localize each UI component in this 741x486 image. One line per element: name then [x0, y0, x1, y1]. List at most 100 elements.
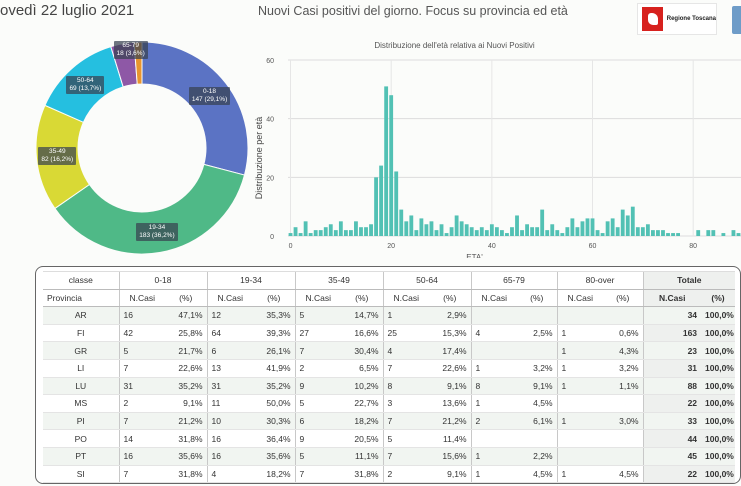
histogram-bar[interactable] — [333, 230, 338, 236]
histogram-bar[interactable] — [711, 230, 716, 236]
percent-cell: 15,3% — [429, 324, 472, 343]
histogram-bar[interactable] — [585, 218, 590, 236]
histogram-bar[interactable] — [635, 227, 640, 236]
histogram-bar[interactable] — [354, 221, 358, 236]
cases-cell: 22 — [642, 394, 702, 413]
histogram-bar[interactable] — [303, 221, 308, 236]
histogram-bar[interactable] — [661, 230, 665, 236]
histogram-bar[interactable] — [540, 209, 545, 236]
histogram-bar[interactable] — [575, 227, 580, 236]
histogram-bar[interactable] — [630, 206, 635, 236]
percent-cell — [603, 306, 644, 325]
histogram-bar[interactable] — [359, 227, 363, 236]
histogram-bar[interactable] — [404, 221, 409, 236]
histogram-bar[interactable] — [600, 233, 605, 236]
histogram-bar[interactable] — [620, 209, 625, 236]
histogram-bar[interactable] — [419, 218, 424, 236]
histogram-bar[interactable] — [489, 224, 494, 236]
histogram-bar[interactable] — [676, 233, 680, 236]
histogram-bar[interactable] — [525, 224, 529, 236]
histogram-bar[interactable] — [535, 227, 540, 236]
percent-cell: 11,1% — [341, 447, 384, 466]
histogram-bar[interactable] — [515, 215, 519, 236]
histogram-bar[interactable] — [459, 221, 464, 236]
histogram-bar[interactable] — [640, 227, 645, 236]
histogram-bar[interactable] — [454, 215, 459, 236]
donut-slice-19-34[interactable] — [54, 163, 246, 255]
histogram-bar[interactable] — [550, 224, 555, 236]
histogram-bar[interactable] — [736, 233, 741, 236]
histogram-bar[interactable] — [439, 224, 444, 236]
percent-cell: 2,9% — [429, 306, 472, 325]
histogram-bar[interactable] — [469, 227, 474, 236]
histogram-bar[interactable] — [464, 224, 469, 236]
histogram-bar[interactable] — [645, 224, 650, 236]
histogram-bar[interactable] — [565, 227, 570, 236]
histogram-bar[interactable] — [530, 227, 535, 236]
histogram-bar[interactable] — [494, 227, 499, 236]
histogram-bar[interactable] — [318, 230, 323, 236]
histogram-bar[interactable] — [298, 233, 303, 236]
histogram-bar[interactable] — [656, 230, 660, 236]
histogram-bar[interactable] — [369, 224, 373, 236]
histogram-bar[interactable] — [610, 218, 615, 236]
histogram-bar[interactable] — [479, 227, 484, 236]
histogram-bar[interactable] — [484, 230, 489, 236]
cases-cell: 8 — [382, 377, 430, 396]
histogram-bar[interactable] — [444, 233, 449, 236]
histogram-bar[interactable] — [615, 227, 620, 236]
histogram-bar[interactable] — [671, 233, 675, 236]
y-tick-label: 0 — [270, 234, 274, 241]
histogram-bar[interactable] — [696, 230, 701, 236]
logo-text: Regione Toscana — [666, 16, 716, 22]
histogram-bar[interactable] — [394, 171, 399, 236]
percent-cell: 22,6% — [429, 359, 472, 378]
histogram-bar[interactable] — [349, 230, 353, 236]
pegasus-logo-icon — [642, 7, 663, 31]
histogram-bar[interactable] — [409, 215, 414, 236]
histogram-bar[interactable] — [364, 227, 368, 236]
histogram-bar[interactable] — [434, 230, 439, 236]
histogram-bar[interactable] — [721, 233, 726, 236]
side-panel-icon[interactable] — [732, 6, 741, 34]
histogram-bar[interactable] — [545, 230, 550, 236]
histogram-bar[interactable] — [590, 218, 595, 236]
histogram-bar[interactable] — [449, 227, 454, 236]
histogram-bar[interactable] — [595, 230, 600, 236]
histogram-bar[interactable] — [374, 177, 378, 236]
histogram-bar[interactable] — [429, 221, 434, 236]
histogram-bar[interactable] — [706, 230, 711, 236]
histogram-bar[interactable] — [651, 230, 655, 236]
histogram-bar[interactable] — [293, 227, 298, 236]
histogram-bar[interactable] — [560, 233, 565, 236]
histogram-bar[interactable] — [605, 221, 610, 236]
histogram-bar[interactable] — [474, 230, 479, 236]
histogram-bar[interactable] — [414, 230, 419, 236]
percent-cell: 1,1% — [603, 377, 644, 396]
histogram-bar[interactable] — [510, 227, 514, 236]
histogram-bar[interactable] — [338, 221, 343, 236]
table-row: PT 16 35,6% 16 35,6% 5 11,1% 7 15,6% 1 2,2% 45 100,0… — [43, 447, 736, 466]
percent-cell: 31,8% — [165, 465, 208, 483]
histogram-bar[interactable] — [666, 233, 670, 236]
histogram-bar[interactable] — [389, 95, 394, 236]
histogram-bar[interactable] — [323, 227, 328, 236]
histogram-bar[interactable] — [555, 230, 560, 236]
histogram-bar[interactable] — [500, 230, 504, 236]
donut-slice-0-18[interactable] — [141, 41, 249, 176]
histogram-bar[interactable] — [313, 230, 318, 236]
histogram-bar[interactable] — [731, 230, 736, 236]
histogram-bar[interactable] — [328, 224, 333, 236]
histogram-bar[interactable] — [288, 233, 293, 236]
histogram-bar[interactable] — [343, 230, 348, 236]
histogram-bar[interactable] — [384, 86, 389, 237]
histogram-bar[interactable] — [625, 215, 630, 236]
histogram-bar[interactable] — [379, 165, 384, 236]
histogram-bar[interactable] — [520, 230, 524, 236]
histogram-bar[interactable] — [308, 233, 313, 236]
histogram-bar[interactable] — [570, 218, 575, 236]
histogram-bar[interactable] — [580, 221, 585, 236]
histogram-bar[interactable] — [399, 209, 404, 236]
histogram-bar[interactable] — [505, 233, 509, 236]
histogram-bar[interactable] — [424, 224, 429, 236]
